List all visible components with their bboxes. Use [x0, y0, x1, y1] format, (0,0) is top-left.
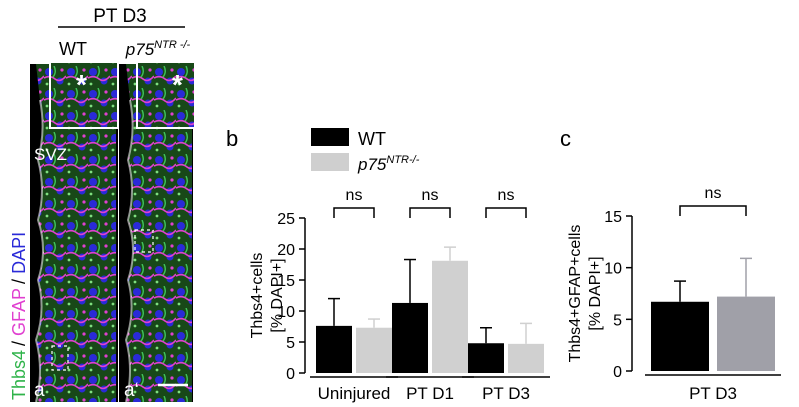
category-label: Uninjured [318, 384, 391, 403]
inset-wt [49, 61, 119, 129]
stain-sep-2: / [9, 274, 29, 284]
category-label: PT D1 [406, 384, 454, 403]
y-axis-label: Thbs4+cells [% DAPI+] [249, 253, 286, 339]
bar [468, 343, 504, 373]
y-axis-label-line2: [% DAPI+] [587, 256, 604, 330]
panel-a2-label: a‘ [124, 380, 139, 401]
ko-column-label: p75NTR -/- [125, 39, 191, 59]
bar [356, 327, 392, 373]
y-axis-label-line1: Thbs4+GFAP+cells [567, 225, 584, 363]
legend-ko-swatch [311, 153, 349, 171]
chart-b: 0 5 10 15 20 25 Thbs4+cells [% DAPI+] ns Uninjure… [249, 187, 550, 403]
inset-wt-marker: * [76, 69, 87, 100]
ko-column-label-base: p75 [125, 40, 155, 59]
legend-ko-base: p75 [357, 155, 387, 174]
wt-column-label: WT [59, 39, 87, 59]
bar [392, 302, 428, 373]
y-tick-label: 5 [613, 312, 622, 329]
y-tick-label: 15 [604, 209, 622, 226]
y-axis-label: Thbs4+GFAP+cells [% DAPI+] [567, 225, 604, 363]
micrograph-panels: * * SVZ a a‘ [30, 61, 196, 403]
group-label: PT D3 [93, 6, 147, 27]
y-tick-label: 20 [277, 242, 295, 259]
inset-ko [136, 61, 196, 129]
bar [651, 301, 709, 371]
y-tick-label: 10 [277, 304, 295, 321]
bar [432, 260, 468, 373]
micrograph-wt-edge [34, 99, 44, 403]
stain-label: Thbs4/ GFAP/ DAPI [9, 232, 29, 400]
significance-bracket [333, 207, 375, 218]
y-axis-label-line2: [% DAPI+] [269, 258, 286, 332]
stain-dapi: DAPI [9, 232, 29, 274]
panel-b-letter: b [226, 126, 238, 151]
significance-label: ns [705, 185, 722, 202]
panel-a-label: a [34, 380, 45, 401]
legend-ko-label: p75NTR-/- [357, 154, 420, 174]
bar [508, 343, 544, 373]
stain-gfap: GFAP [9, 288, 29, 336]
stain-sep-1: / [9, 336, 29, 346]
micrograph-ko-tissue [126, 64, 192, 402]
y-tick-label: 0 [286, 366, 295, 383]
category-label: PT D3 [482, 384, 530, 403]
roi-box-ko [134, 229, 154, 253]
legend-wt-swatch [311, 128, 349, 146]
significance-bracket [485, 207, 527, 218]
ko-column-label-sup: NTR -/- [154, 39, 190, 51]
significance-label: ns [422, 187, 439, 204]
significance-label: ns [346, 187, 363, 204]
significance-label: ns [498, 187, 515, 204]
panel-b: b WT p75NTR-/- 0 5 10 15 20 25 Thbs4+cells [% D… [226, 126, 550, 403]
legend-wt-label: WT [358, 129, 386, 149]
micrograph-header: PT D3 WT p75NTR -/- [58, 6, 191, 59]
bar [717, 296, 775, 371]
legend-ko-sup: NTR-/- [386, 154, 419, 166]
micrograph-ko-edge [124, 99, 134, 403]
y-tick-label: 25 [277, 211, 295, 228]
significance-bracket [409, 207, 451, 218]
y-tick-label: 0 [613, 364, 622, 381]
region-label: SVZ [34, 145, 67, 164]
significance-bracket [679, 205, 747, 216]
roi-box-wt [51, 345, 69, 371]
y-tick-label: 5 [286, 335, 295, 352]
category-label: PT D3 [689, 384, 737, 403]
bar [316, 325, 352, 373]
y-axis-label-line1: Thbs4+cells [249, 253, 266, 339]
stain-thbs4: Thbs4 [9, 350, 29, 400]
micrograph-wt-tissue [36, 64, 116, 402]
y-tick-label: 15 [277, 273, 295, 290]
panel-c-letter: c [560, 126, 571, 151]
inset-ko-marker: * [172, 69, 183, 100]
y-tick-label: 10 [604, 261, 622, 278]
